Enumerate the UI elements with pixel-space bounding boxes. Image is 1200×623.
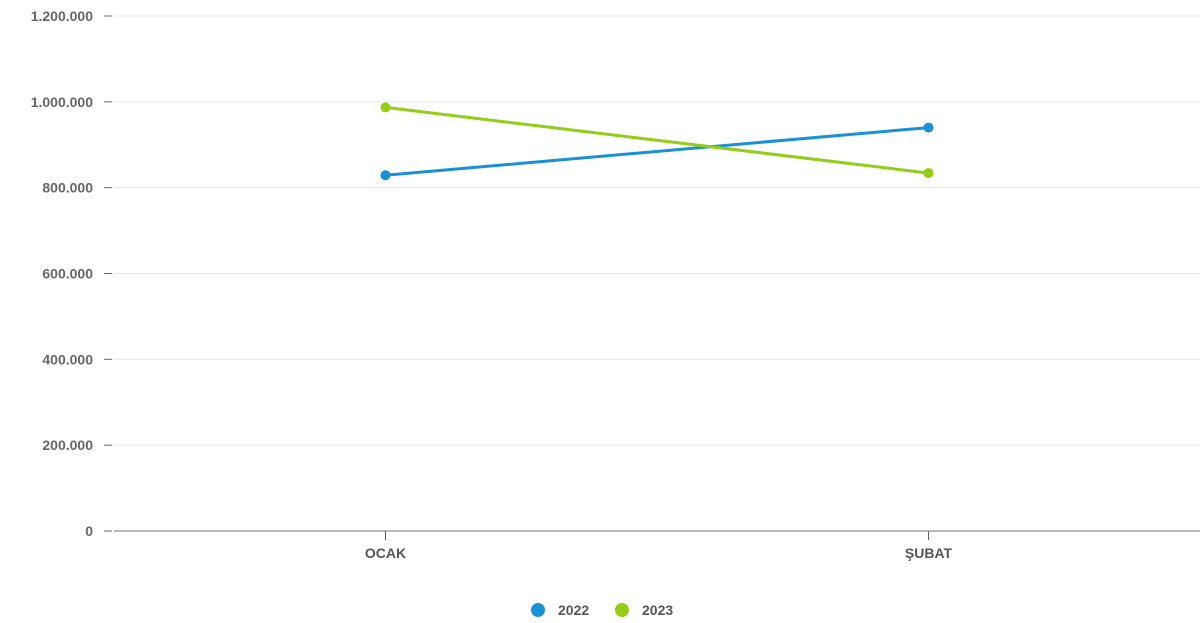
legend-marker [531,603,545,617]
series-group [380,102,934,181]
x-tick-label: ŞUBAT [905,545,953,561]
y-tick-label: 1.200.000 [31,8,93,24]
series-line [384,105,930,175]
x-tick-label: OCAK [365,545,406,561]
y-axis: 0 200.000 400.000 600.000 800.000 1.000.000 1.… [31,8,112,539]
y-tick-label: 400.000 [42,351,93,367]
data-point[interactable] [923,168,934,179]
data-point[interactable] [923,122,934,133]
legend-marker [615,603,629,617]
legend-item-2023[interactable]: 2023 [615,602,673,618]
gridlines [114,15,1200,446]
legend[interactable]: 2022 2023 [531,602,673,618]
series-2023 [380,102,934,179]
y-tick-label: 600.000 [42,266,93,282]
y-tick-label: 0 [85,523,93,539]
series-line [384,126,930,177]
y-tick-label: 1.000.000 [31,94,93,110]
x-axis: OCAK ŞUBAT [365,531,953,561]
legend-label: 2022 [558,602,589,618]
legend-label: 2023 [642,602,673,618]
legend-item-2022[interactable]: 2022 [531,602,589,618]
data-point[interactable] [380,170,391,181]
series-2022 [380,122,934,181]
y-tick-label: 800.000 [42,180,93,196]
data-point[interactable] [380,102,391,113]
y-tick-label: 200.000 [42,437,93,453]
